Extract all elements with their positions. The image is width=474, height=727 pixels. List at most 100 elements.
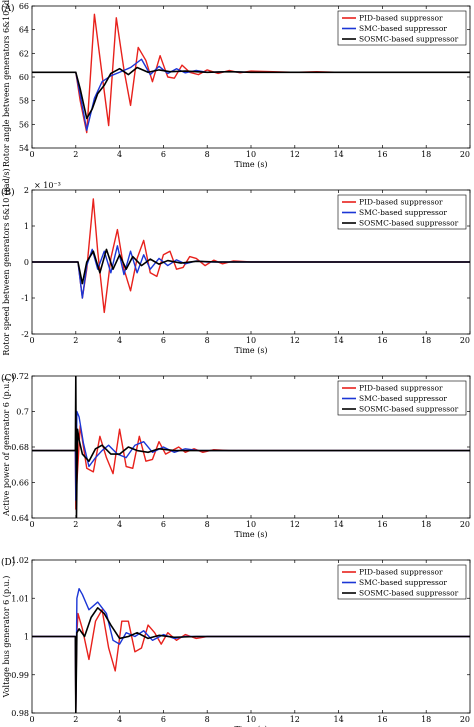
x-tick-label: 14 [334,336,344,345]
x-tick-label: 2 [73,336,78,345]
y-tick-label: 1 [24,633,29,642]
x-tick-label: 20 [460,150,470,159]
legend-box [337,194,467,230]
x-tick-label: 16 [377,520,387,529]
x-tick-label: 0 [29,715,34,724]
x-tick-label: 4 [117,715,122,724]
y-axis-label: Rotor speed between generators 6&10 (rad… [2,168,11,355]
x-tick-label: 20 [460,715,470,724]
x-tick-label: 12 [290,715,300,724]
y-tick-label: -1 [21,294,29,303]
legend-entry: PID-based suppressor [359,14,443,23]
x-tick-label: 2 [73,520,78,529]
x-tick-label: 4 [117,520,122,529]
x-tick-label: 10 [246,150,256,159]
x-tick-label: 12 [290,336,300,345]
legend-entry: PID-based suppressor [359,568,443,577]
x-tick-label: 8 [205,715,210,724]
y-axis-label: Active power of generator 6 (p.u.) [2,378,11,517]
y-tick-label: 1.01 [11,594,29,603]
x-tick-label: 8 [205,336,210,345]
x-tick-label: 6 [161,715,166,724]
legend-entry: PID-based suppressor [359,384,443,393]
x-tick-label: 12 [290,150,300,159]
x-tick-label: 14 [334,150,344,159]
x-tick-label: 16 [377,336,387,345]
x-tick-label: 14 [334,520,344,529]
x-tick-label: 12 [290,520,300,529]
series-lines [32,587,470,713]
panel-4: (D) 0 2 4 6 8 10 12 14 16 18 20 0.98 0.99 1 1.01 1.02 Tim… [1,556,471,727]
x-tick-label: 18 [421,336,431,345]
y-tick-label: 62 [19,49,29,58]
panel-3: (C) 0 2 4 6 8 10 12 14 16 18 20 0.64 0.66 0.68 0.7 0.72 T… [1,372,471,539]
y-tick-label: 1.02 [11,556,29,565]
legend-box [337,10,467,46]
x-tick-label: 4 [117,150,122,159]
y-tick-label: 54 [19,144,29,153]
series-lines [32,376,470,518]
panel-label: (A) [1,3,15,14]
legend-entry: PID-based suppressor [359,198,443,207]
panel-label: (C) [1,373,15,384]
legend-entry: SOSMC-based suppressor [359,405,459,414]
x-axis-label: Time (s) [234,346,267,355]
x-tick-label: 0 [29,336,34,345]
series-line-3 [32,376,470,518]
y-tick-label: 0.99 [11,671,29,680]
x-axis-label: Time (s) [234,725,267,727]
x-tick-label: 8 [205,150,210,159]
x-tick-label: 16 [377,715,387,724]
x-tick-label: 10 [246,715,256,724]
y-axis-label: Voltage bus generator 6 (p.u.) [2,576,11,699]
y-tick-label: 2 [24,186,29,195]
x-tick-label: 10 [246,336,256,345]
y-tick-label: 0.64 [11,514,29,523]
series-line-3 [32,607,470,713]
panel-label: (B) [1,187,15,198]
x-tick-label: 2 [73,150,78,159]
y-tick-label: 56 [19,120,29,129]
x-tick-label: 6 [161,336,166,345]
x-tick-label: 10 [246,520,256,529]
legend-entry: SOSMC-based suppressor [359,219,459,228]
x-tick-label: 20 [460,336,470,345]
y-tick-label: 66 [19,2,29,11]
y-tick-label: 0.98 [11,709,29,718]
x-tick-label: 2 [73,715,78,724]
series-line-3 [32,248,470,285]
x-tick-label: 18 [421,520,431,529]
y-tick-label: 0.68 [11,443,29,452]
y-tick-label: 64 [19,26,29,35]
series-line-2 [32,410,470,501]
x-axis-label: Time (s) [234,530,267,539]
legend-box [337,564,467,600]
y-tick-label: 0.66 [11,479,29,488]
y-tick-label: 0.72 [11,372,29,381]
legend-entry: SOSMC-based suppressor [359,589,459,598]
y-axis-label: Rotor angle between generators 6&10 (deg… [2,0,11,167]
x-tick-label: 18 [421,715,431,724]
panel-1: (A) 0 2 4 6 8 10 12 14 16 18 20 54 56 58 60 62 64 66 Time (… [1,0,471,169]
x-tick-label: 0 [29,150,34,159]
x-tick-label: 0 [29,520,34,529]
y-tick-label: 1 [24,222,29,231]
series-line-1 [32,609,470,713]
y-tick-label: 58 [19,97,29,106]
x-tick-label: 20 [460,520,470,529]
y-exponent-label: × 10⁻³ [34,181,61,190]
x-tick-label: 8 [205,520,210,529]
y-tick-label: 60 [19,73,29,82]
legend-entry: SMC-based suppressor [359,24,447,33]
panel-label: (D) [1,557,15,568]
x-tick-label: 6 [161,150,166,159]
x-tick-label: 4 [117,336,122,345]
y-tick-label: 0.7 [16,408,29,417]
legend-entry: SOSMC-based suppressor [359,35,459,44]
